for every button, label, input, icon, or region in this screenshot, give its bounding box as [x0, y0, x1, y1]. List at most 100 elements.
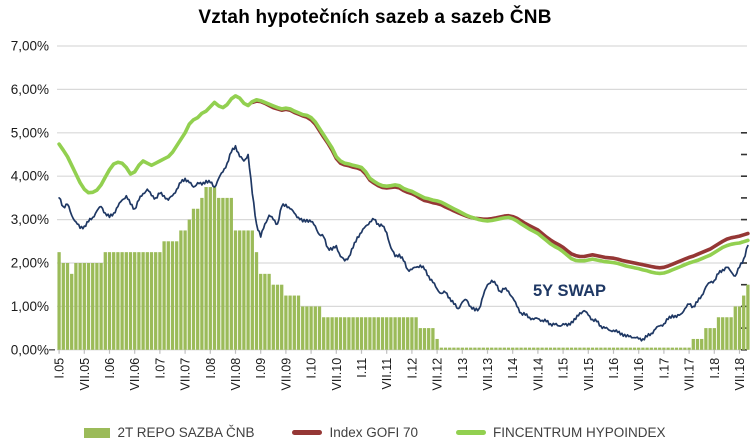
repo-bar: [746, 284, 750, 350]
repo-bar: [225, 197, 229, 350]
repo-bar: [78, 263, 82, 350]
repo-bar: [695, 338, 700, 350]
repo-bar: [338, 317, 343, 350]
x-tick-label: I.09: [254, 358, 268, 379]
repo-bar: [263, 273, 267, 350]
swap-5y-line: [58, 144, 749, 342]
x-tick-label: VII.06: [128, 358, 142, 391]
x-tick-label: VII.16: [632, 358, 646, 391]
repo-bar: [670, 347, 674, 350]
repo-bar: [259, 273, 263, 350]
repo-bar: [578, 347, 582, 350]
repo-bar: [599, 347, 603, 350]
repo-bar: [137, 252, 141, 350]
repo-bar: [448, 347, 452, 350]
x-tick-label: I.10: [305, 358, 319, 379]
chart-legend: 2T REPO SAZBA ČNB Index GOFI 70 FINCENTR…: [0, 425, 750, 440]
x-tick-label: VII.11: [380, 358, 394, 390]
repo-bar: [74, 263, 78, 350]
repo-bar: [586, 347, 590, 350]
repo-bar: [141, 252, 145, 350]
repo-bar: [456, 347, 460, 350]
repo-bar: [128, 252, 133, 350]
repo-bar: [511, 347, 515, 350]
hypoindex-line: [57, 94, 750, 276]
repo-bar: [372, 317, 376, 350]
x-tick-label: I.17: [657, 358, 671, 379]
repo-bar: [385, 317, 389, 350]
repo-bar: [645, 347, 649, 350]
repo-bar: [733, 306, 737, 350]
repo-bar: [301, 306, 305, 350]
legend-item-gofi: Index GOFI 70: [292, 425, 418, 440]
repo-bar: [410, 317, 414, 350]
x-tick-label: I.14: [506, 358, 520, 379]
repo-bar: [208, 187, 212, 350]
repo-bar: [485, 347, 490, 350]
repo-bar: [687, 347, 691, 350]
repo-bar: [204, 187, 208, 350]
repo-bar: [334, 317, 338, 350]
repo-bar: [557, 347, 561, 350]
repo-bar: [721, 317, 725, 350]
x-axis-labels: I.05 VII.05 I.06 VII.06 I.07 VII.07 I.08 VII.08…: [53, 358, 747, 391]
repo-bar: [145, 252, 149, 350]
y-axis-labels: 0,00% 1,00% 2,00% 3,00% 4,00% 5,00% 6,00% 7,00%: [11, 39, 49, 358]
repo-bar: [498, 347, 502, 350]
repo-bar: [427, 328, 431, 350]
repo-bar: [359, 317, 364, 350]
repo-bar: [666, 347, 670, 350]
x-axis-ticks: [49, 349, 741, 354]
repo-bar: [725, 317, 729, 350]
repo-bar: [305, 306, 309, 350]
chart-title: Vztah hypotečních sazeb a sazeb ČNB: [198, 7, 552, 28]
repo-bar: [61, 263, 65, 350]
y-tick-label: 5,00%: [11, 125, 49, 140]
repo-bar: [481, 347, 485, 350]
repo-bar: [200, 197, 204, 350]
repo-bar: [637, 347, 641, 350]
repo-rate-bars: [57, 187, 750, 350]
repo-bar: [523, 347, 527, 350]
x-tick-label: I.06: [103, 358, 117, 379]
x-tick-label: I.18: [708, 358, 722, 379]
repo-bar: [267, 273, 271, 350]
bar-swatch-icon: [84, 427, 111, 438]
y-tick-label: 0,00%: [11, 342, 49, 357]
repo-bar: [624, 347, 628, 350]
y-tick-label: 6,00%: [11, 82, 49, 97]
repo-bar: [553, 347, 557, 350]
repo-bar: [317, 306, 322, 350]
repo-bar: [187, 219, 191, 350]
legend-item-hypoindex: FINCENTRUM HYPOINDEX: [456, 425, 666, 440]
repo-bar: [649, 347, 653, 350]
x-tick-label: VII.09: [279, 358, 293, 391]
repo-bar: [183, 230, 187, 350]
repo-bar: [351, 317, 355, 350]
repo-bar: [149, 252, 154, 350]
repo-bar: [57, 252, 61, 350]
repo-bar: [191, 208, 196, 350]
repo-bar: [502, 347, 506, 350]
x-tick-label: VII.18: [733, 358, 747, 391]
repo-bar: [292, 295, 296, 350]
repo-bar: [217, 197, 221, 350]
repo-bar: [170, 241, 175, 350]
repo-bar: [284, 295, 288, 350]
repo-bar: [540, 347, 544, 350]
gofi-line-swatch-icon: [292, 430, 323, 435]
repo-bar: [309, 306, 313, 350]
repo-bar: [65, 263, 70, 350]
repo-bar: [166, 241, 170, 350]
repo-bar: [737, 306, 742, 350]
repo-bar: [679, 347, 683, 350]
repo-bar: [95, 263, 99, 350]
repo-bar: [275, 284, 280, 350]
repo-bar: [494, 347, 498, 350]
repo-bar: [452, 347, 456, 350]
y-tick-label: 3,00%: [11, 212, 49, 227]
repo-bar: [179, 230, 183, 350]
y-tick-label: 4,00%: [11, 169, 49, 184]
repo-bar: [662, 347, 666, 350]
